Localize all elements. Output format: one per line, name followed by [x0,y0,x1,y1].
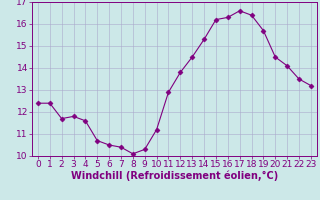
X-axis label: Windchill (Refroidissement éolien,°C): Windchill (Refroidissement éolien,°C) [71,171,278,181]
